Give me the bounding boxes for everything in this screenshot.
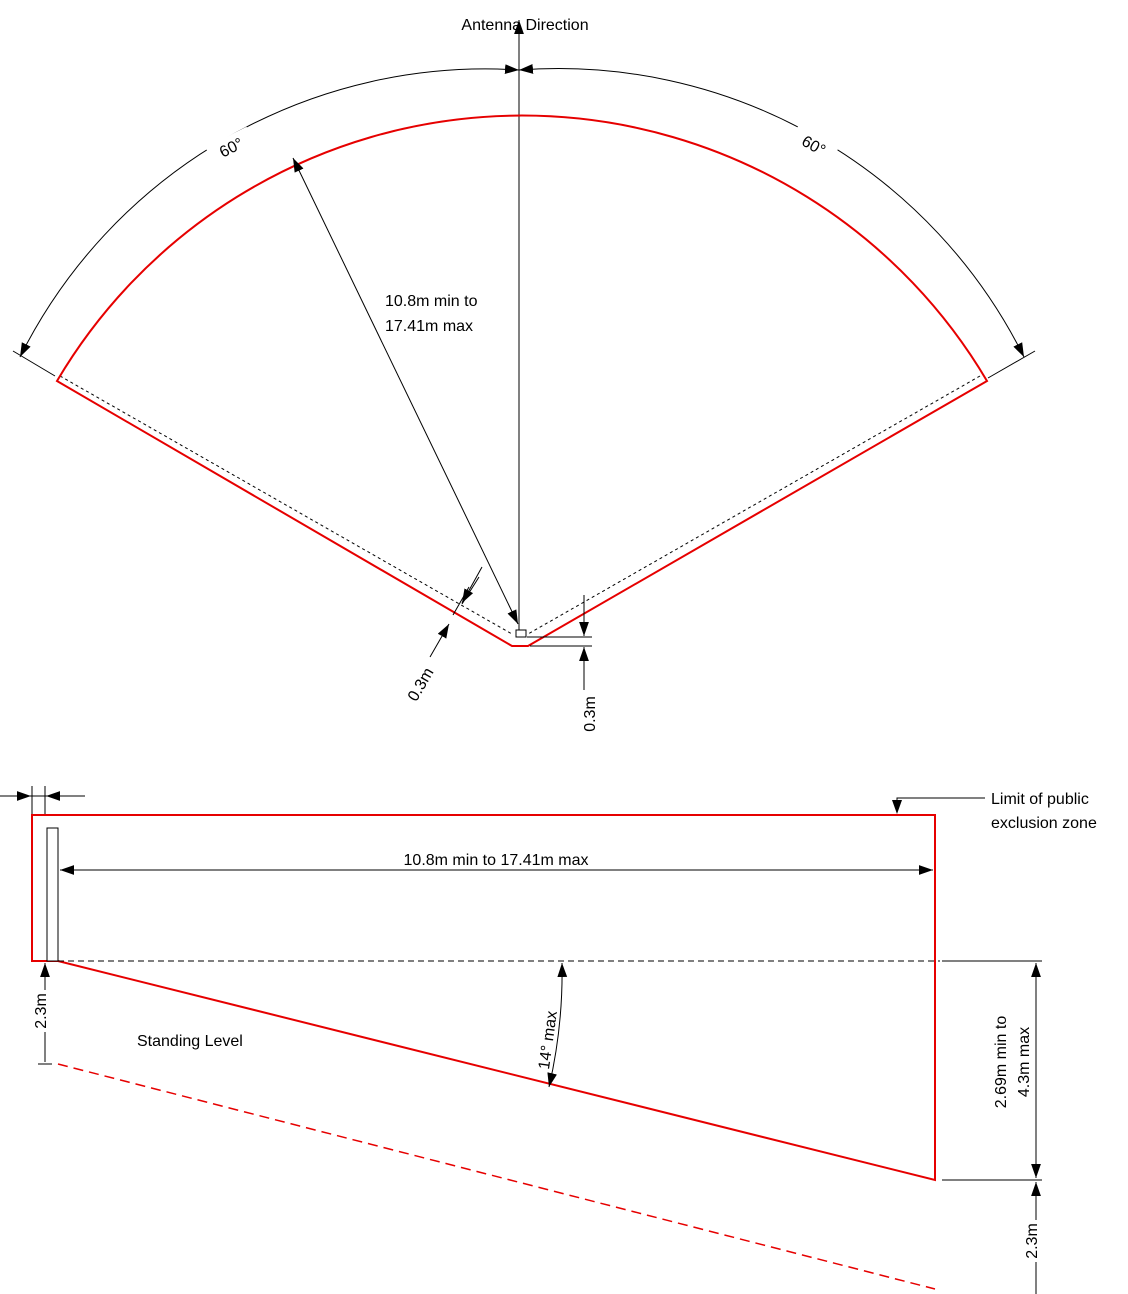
callout-label-line2: exclusion zone: [991, 815, 1097, 832]
length-label: 10.8m min to 17.41m max: [404, 852, 589, 869]
bottom-height-label: 2.3m: [1024, 1223, 1041, 1259]
plan-view: Antenna Direction 60° 60° 10.8m min to 1…: [12, 17, 1036, 732]
elevation-view: Limit of public exclusion zone 10.8m min…: [0, 786, 1097, 1294]
left-offset-dim-line: [461, 566, 483, 604]
radius-label-line2: 17.41m max: [385, 318, 473, 335]
antenna-panel: [46, 827, 59, 962]
callout-leader: [896, 797, 985, 812]
right-height-label-line2: 4.3m max: [1016, 1027, 1033, 1097]
standing-level-line: [57, 1063, 936, 1290]
callout-label-line1: Limit of public: [991, 791, 1089, 808]
tilt-angle-arc: [547, 962, 568, 1088]
right-extension-line: [987, 350, 1036, 379]
standing-level-label: Standing Level: [137, 1033, 243, 1050]
radius-label-line1: 10.8m min to: [385, 293, 478, 310]
antenna-icon: [515, 629, 527, 638]
right-dashed-edge: [527, 375, 981, 635]
right-angle-arc: [518, 64, 1025, 358]
callout-arrowhead: [892, 800, 902, 814]
antenna-direction-label: Antenna Direction: [461, 17, 588, 34]
right-height-label-line1: 2.69m min to: [993, 1016, 1010, 1109]
left-angle-arc: [19, 64, 520, 358]
left-dashed-edge: [59, 375, 513, 635]
radius-dimension-line: [292, 157, 519, 625]
left-height-label: 2.3m: [33, 993, 50, 1029]
left-extension-line: [12, 350, 56, 377]
left-offset-ext-inner: [461, 576, 480, 605]
elevation-exclusion-zone: [31, 814, 936, 1182]
left-offset-dim-line2: [429, 623, 450, 658]
left-offset-ext-outer: [452, 586, 470, 616]
left-offset-label: 0.3m: [405, 665, 438, 704]
right-offset-label: 0.3m: [582, 696, 599, 732]
plan-exclusion-zone: [55, 114, 989, 647]
